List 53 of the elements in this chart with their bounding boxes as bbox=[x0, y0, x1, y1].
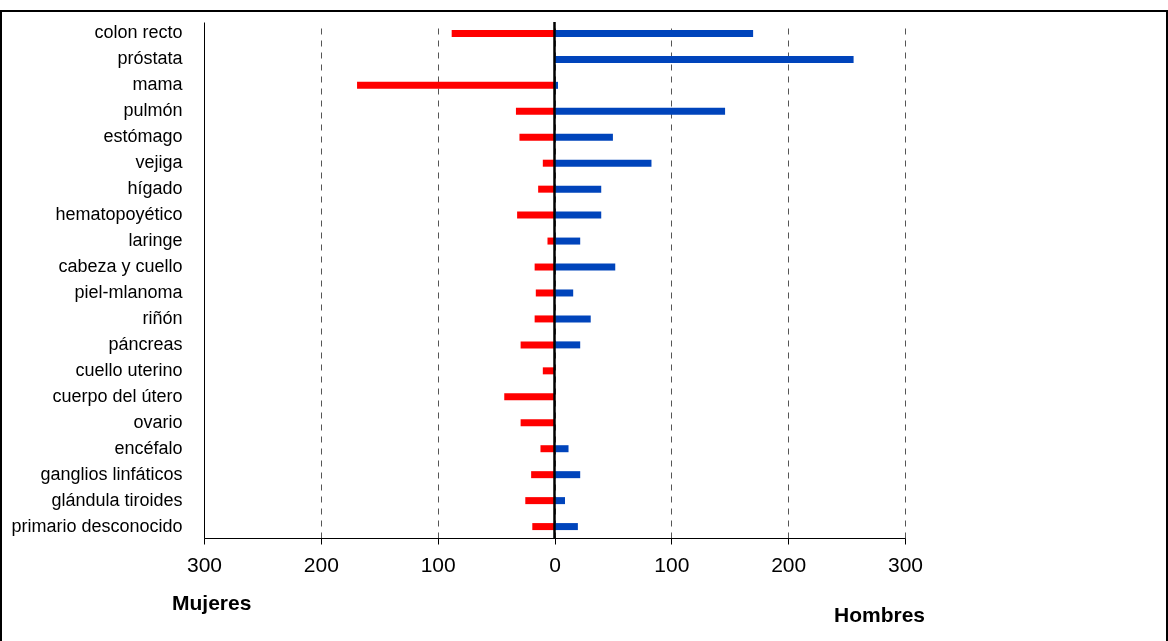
bar bbox=[554, 237, 581, 245]
y-tick-label: hematopoyético bbox=[55, 204, 183, 225]
bar bbox=[554, 315, 591, 323]
y-tick-label: mama bbox=[132, 74, 184, 95]
bar bbox=[554, 107, 726, 115]
bar bbox=[451, 29, 555, 37]
y-tick-label: piel-mlanoma bbox=[74, 281, 184, 302]
bar bbox=[520, 419, 555, 427]
y-tick-label: páncreas bbox=[108, 333, 183, 354]
bar bbox=[517, 211, 555, 219]
y-tick-label: cabeza y cuello bbox=[58, 256, 183, 277]
bar bbox=[520, 341, 555, 349]
bar bbox=[532, 523, 555, 531]
bar bbox=[554, 341, 581, 349]
y-tick-label: vejiga bbox=[135, 152, 184, 173]
bar bbox=[504, 393, 555, 401]
x-tick-label: 100 bbox=[654, 552, 690, 576]
y-tick-label: hígado bbox=[127, 178, 183, 199]
y-tick-label: ganglios linfáticos bbox=[40, 463, 183, 484]
bar bbox=[554, 523, 578, 531]
y-tick-label: encéfalo bbox=[114, 437, 183, 458]
bar bbox=[554, 211, 602, 219]
x-tick-label: 100 bbox=[420, 552, 456, 576]
x-tick-label: 200 bbox=[771, 552, 807, 576]
x-tick-label: 0 bbox=[549, 552, 561, 576]
y-tick-label: primario desconocido bbox=[11, 515, 183, 536]
bar bbox=[515, 107, 555, 115]
y-tick-label: glándula tiroides bbox=[51, 489, 183, 510]
text: Mujeres bbox=[172, 591, 252, 614]
y-tick-label: cuello uterino bbox=[75, 359, 183, 380]
bar bbox=[554, 471, 581, 479]
y-tick-label: estómago bbox=[103, 126, 183, 147]
text: Hombres bbox=[833, 603, 925, 626]
y-tick-label: colon recto bbox=[94, 22, 183, 43]
bar bbox=[554, 185, 602, 193]
bar bbox=[554, 133, 613, 141]
bar bbox=[357, 81, 555, 89]
y-tick-label: cuerpo del útero bbox=[52, 385, 183, 406]
x-tick-label: 300 bbox=[186, 552, 223, 576]
x-tick-label: 200 bbox=[303, 552, 339, 576]
bar bbox=[519, 133, 555, 141]
bar bbox=[554, 159, 652, 167]
bar bbox=[554, 263, 616, 271]
y-tick-label: laringe bbox=[128, 230, 183, 251]
y-tick-label: riñón bbox=[142, 307, 183, 328]
bar bbox=[531, 471, 555, 479]
bar bbox=[525, 497, 555, 505]
y-tick-label: ovario bbox=[133, 411, 183, 432]
y-tick-label: próstata bbox=[117, 48, 184, 69]
bar bbox=[554, 29, 754, 37]
bar bbox=[554, 55, 854, 63]
x-tick-label: 300 bbox=[887, 552, 924, 576]
y-tick-label: pulmón bbox=[123, 100, 183, 121]
